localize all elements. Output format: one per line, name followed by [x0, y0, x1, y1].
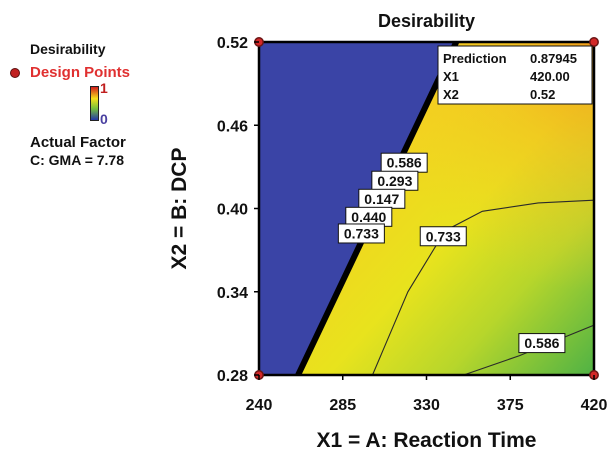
- contour-label: 0.440: [345, 206, 393, 227]
- contour-label-text: 0.586: [387, 155, 422, 171]
- y-tick-label: 0.34: [217, 285, 248, 302]
- prediction-row-value: 0.87945: [530, 51, 577, 66]
- y-tick-label: 0.46: [217, 118, 248, 135]
- contour-label-text: 0.733: [426, 228, 461, 244]
- x-tick-label: 420: [581, 397, 608, 414]
- contour-label: 0.586: [380, 152, 428, 173]
- contour-label-text: 0.147: [364, 191, 399, 207]
- contour-label: 0.733: [419, 226, 467, 247]
- contour-label: 0.733: [337, 223, 385, 244]
- contour-label: 0.147: [358, 188, 406, 209]
- prediction-row-label: Prediction: [443, 51, 507, 66]
- y-tick-label: 0.40: [217, 202, 248, 219]
- prediction-row-value: 0.52: [530, 87, 555, 102]
- contour-label-text: 0.733: [344, 225, 379, 241]
- color-scale-max-label: 1: [100, 80, 108, 96]
- contour-line-0.733-0: [371, 199, 594, 375]
- design-point-marker-icon: [10, 68, 20, 78]
- contour-label-box: [518, 333, 566, 354]
- y-tick-label: 0.52: [217, 35, 248, 52]
- legend-design-points-label: Design Points: [30, 64, 131, 81]
- actual-factor-value: C: GMA = 7.78: [30, 152, 125, 168]
- color-scale-min-label: 0: [100, 111, 108, 127]
- prediction-row-value: 420.00: [530, 69, 570, 84]
- prediction-row-label: X1: [443, 69, 459, 84]
- contour-label-text: 0.293: [377, 173, 412, 189]
- actual-factor-title: Actual Factor: [30, 134, 126, 151]
- x-tick-label: 375: [497, 397, 524, 414]
- contour-label-text: 0.440: [351, 209, 386, 225]
- y-axis-label: X2 = B: DCP: [168, 148, 191, 270]
- color-scale-bar: [90, 86, 99, 121]
- x-tick-label: 330: [413, 397, 440, 414]
- y-tick-label: 0.28: [217, 368, 248, 385]
- x-axis-label: X1 = A: Reaction Time: [317, 429, 537, 452]
- contour-label-box: [337, 223, 385, 244]
- contour-label: 0.293: [371, 170, 419, 191]
- legend-title: Desirability: [30, 41, 106, 57]
- prediction-row-label: X2: [443, 87, 459, 102]
- feasible-region-highlight: [298, 42, 594, 375]
- contour-label-text: 0.586: [524, 335, 559, 351]
- x-tick-label: 285: [329, 397, 356, 414]
- contour-label-box: [419, 226, 467, 247]
- prediction-box: [437, 45, 593, 105]
- x-tick-label: 240: [246, 397, 273, 414]
- design-point: [589, 37, 599, 47]
- contour-label: 0.586: [518, 333, 566, 354]
- chart-title: Desirability: [378, 11, 475, 31]
